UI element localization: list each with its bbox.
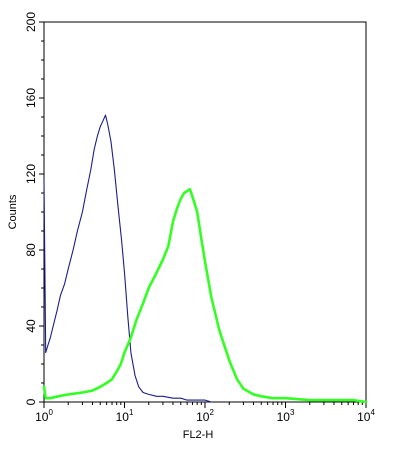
x-tick-label: 101 [116,408,134,424]
histogram-series-2 [42,187,368,404]
x-tick-label: 102 [196,408,214,424]
y-tick-label: 200 [24,12,38,32]
y-axis-label: Counts [7,194,19,229]
y-tick-label: 120 [24,164,38,184]
x-axis: 100 101 102 103 104 [35,402,375,424]
x-tick-label: 100 [35,408,53,424]
series-layer [42,114,368,404]
x-tick-label: 104 [357,408,375,424]
y-tick-label: 0 [24,398,38,405]
y-tick-label: 80 [24,243,38,257]
y-axis: 0 40 80 120 160 200 [24,12,44,405]
y-tick-label: 40 [24,319,38,333]
histogram-series-1 [43,114,212,403]
x-tick-label: 103 [277,408,295,424]
x-axis-label: FL2-H [183,429,214,441]
y-tick-label: 160 [24,88,38,108]
plot-frame [43,21,367,403]
